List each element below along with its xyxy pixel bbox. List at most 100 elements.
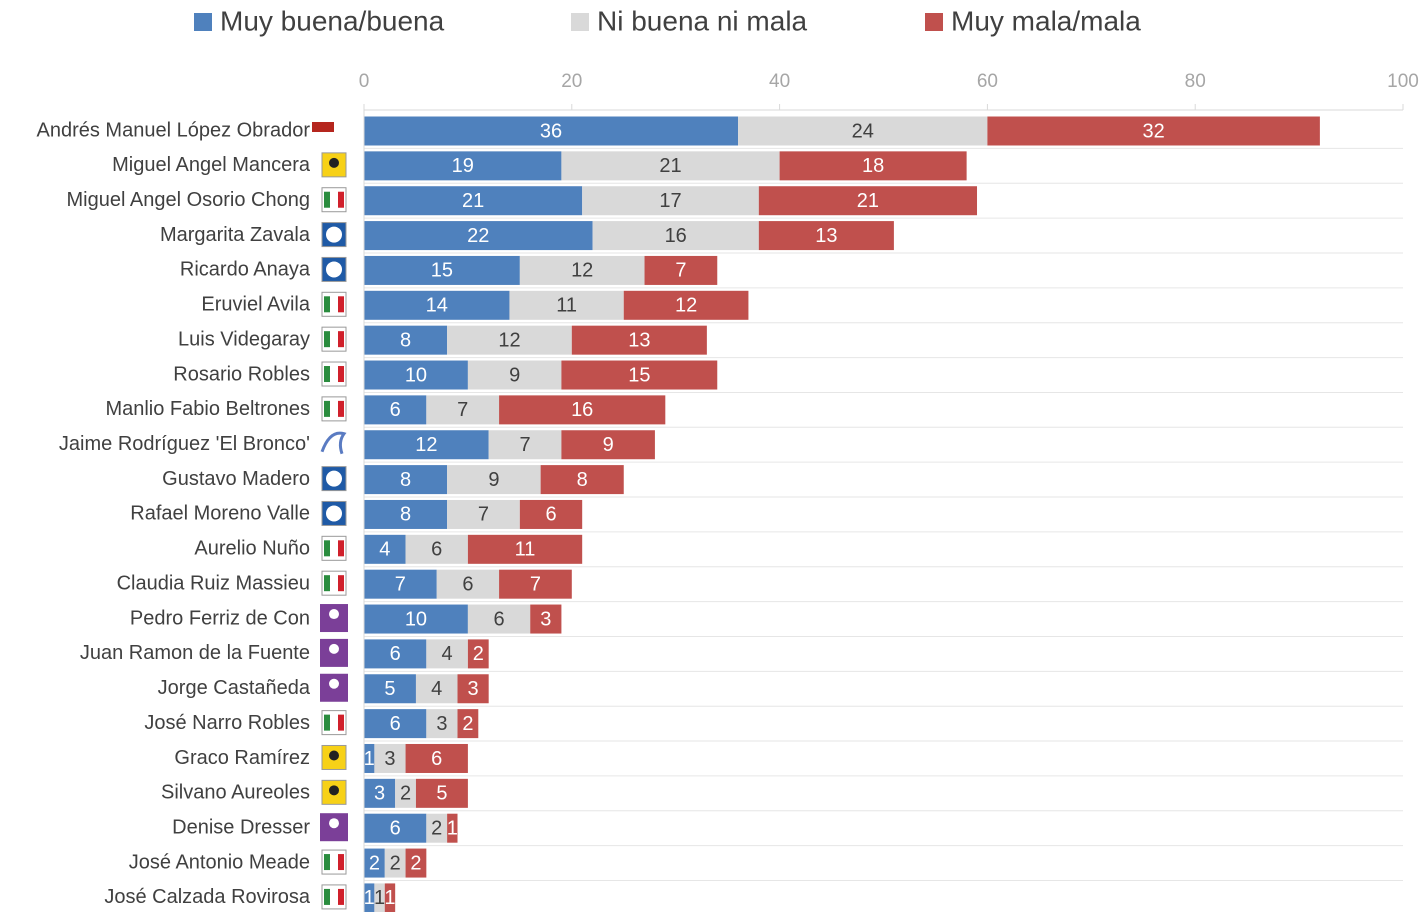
- category-label: Miguel Angel Mancera: [112, 154, 311, 176]
- party-icon-part: [326, 226, 342, 243]
- bar-segment: [561, 151, 780, 181]
- value-label: 2: [400, 783, 411, 805]
- value-label: 6: [390, 817, 401, 839]
- value-label: 6: [431, 539, 442, 561]
- bar-segment: [374, 743, 406, 773]
- value-label: 15: [628, 364, 650, 386]
- bar-segment: [436, 569, 500, 599]
- category-label: Ricardo Anaya: [180, 259, 311, 281]
- value-label: 11: [556, 295, 577, 317]
- bar-segment: [364, 639, 427, 669]
- party-icon-part: [338, 714, 344, 731]
- party-icon-head: [329, 678, 339, 689]
- party-icon-part: [326, 470, 342, 487]
- x-tick-label: 60: [977, 71, 998, 92]
- category-label: Rafael Moreno Valle: [130, 503, 310, 525]
- value-label: 21: [857, 190, 879, 212]
- value-label: 11: [515, 539, 536, 561]
- category-label: José Antonio Meade: [129, 851, 310, 873]
- value-label: 1: [384, 887, 395, 909]
- x-tick-label: 40: [769, 71, 790, 92]
- bar-segment: [395, 778, 416, 808]
- value-label: 7: [395, 573, 406, 595]
- bar-segment: [364, 360, 468, 390]
- bar-segment: [582, 186, 759, 216]
- category-label: Gustavo Madero: [162, 468, 310, 490]
- value-label: 32: [1143, 120, 1165, 142]
- party-icon-part: [329, 785, 339, 796]
- value-label: 5: [384, 678, 395, 700]
- x-tick-label: 80: [1185, 71, 1206, 92]
- bar-segment: [364, 709, 427, 739]
- value-label: 17: [659, 190, 681, 212]
- legend-label: Muy mala/mala: [951, 5, 1141, 36]
- value-label: 7: [519, 434, 530, 456]
- bar-segment: [779, 151, 967, 181]
- value-label: 13: [815, 225, 837, 247]
- bar-segment: [426, 813, 448, 843]
- value-label: 10: [405, 364, 427, 386]
- bar-segment: [405, 848, 427, 878]
- bar-segment: [364, 848, 385, 878]
- bar-segment: [738, 116, 988, 146]
- party-icon-part: [338, 888, 344, 905]
- party-icon-part: [338, 540, 344, 557]
- party-icon-head: [329, 643, 339, 654]
- legend-label: Ni buena ni mala: [597, 5, 808, 36]
- value-label: 5: [436, 783, 447, 805]
- value-label: 3: [468, 678, 479, 700]
- bar-segment: [457, 674, 489, 704]
- party-icon-part: [338, 296, 344, 313]
- category-label: José Calzada Rovirosa: [104, 886, 311, 908]
- value-label: 2: [410, 852, 421, 874]
- bar-segment: [364, 465, 448, 495]
- value-label: 1: [374, 887, 385, 909]
- bar-segment: [571, 325, 707, 355]
- bar-segment: [592, 221, 759, 251]
- legend-swatch: [925, 13, 943, 31]
- value-label: 36: [540, 120, 562, 142]
- value-label: 6: [390, 713, 401, 735]
- party-icon-part: [338, 854, 344, 871]
- value-label: 6: [390, 643, 401, 665]
- category-label: Silvano Aureoles: [161, 782, 310, 804]
- value-label: 14: [426, 295, 448, 317]
- value-label: 6: [390, 399, 401, 421]
- value-label: 12: [571, 260, 593, 282]
- value-label: 12: [415, 434, 437, 456]
- bar-segment: [364, 186, 583, 216]
- party-icon-part: [324, 331, 330, 348]
- bar-segment: [509, 290, 624, 320]
- party-icon: [312, 122, 334, 132]
- bar-segment: [364, 395, 427, 425]
- party-icon-part: [324, 854, 330, 871]
- value-label: 8: [577, 469, 588, 491]
- party-icon-part: [324, 191, 330, 208]
- value-label: 21: [659, 155, 681, 177]
- category-label: José Narro Robles: [144, 712, 310, 734]
- value-label: 6: [545, 504, 556, 526]
- bar-segment: [415, 674, 458, 704]
- bar-segment: [364, 430, 489, 460]
- party-icon-part: [324, 366, 330, 383]
- bar-segment: [374, 883, 385, 912]
- bar-segment: [364, 813, 427, 843]
- party-icon-part: [324, 714, 330, 731]
- party-icon-part: [338, 400, 344, 417]
- value-label: 8: [400, 469, 411, 491]
- category-label: Graco Ramírez: [174, 747, 310, 769]
- bar-segment: [644, 255, 718, 285]
- x-tick-label: 100: [1387, 71, 1419, 92]
- party-icon-part: [329, 157, 339, 168]
- value-label: 10: [405, 608, 427, 630]
- party-icon-part: [324, 540, 330, 557]
- value-label: 19: [452, 155, 474, 177]
- category-label: Jorge Castañeda: [158, 677, 311, 699]
- party-icon: [320, 431, 347, 455]
- bar-segment: [384, 848, 406, 878]
- value-label: 2: [369, 852, 380, 874]
- value-label: 16: [571, 399, 593, 421]
- value-label: 6: [494, 608, 505, 630]
- party-icon-part: [324, 400, 330, 417]
- value-label: 7: [530, 573, 541, 595]
